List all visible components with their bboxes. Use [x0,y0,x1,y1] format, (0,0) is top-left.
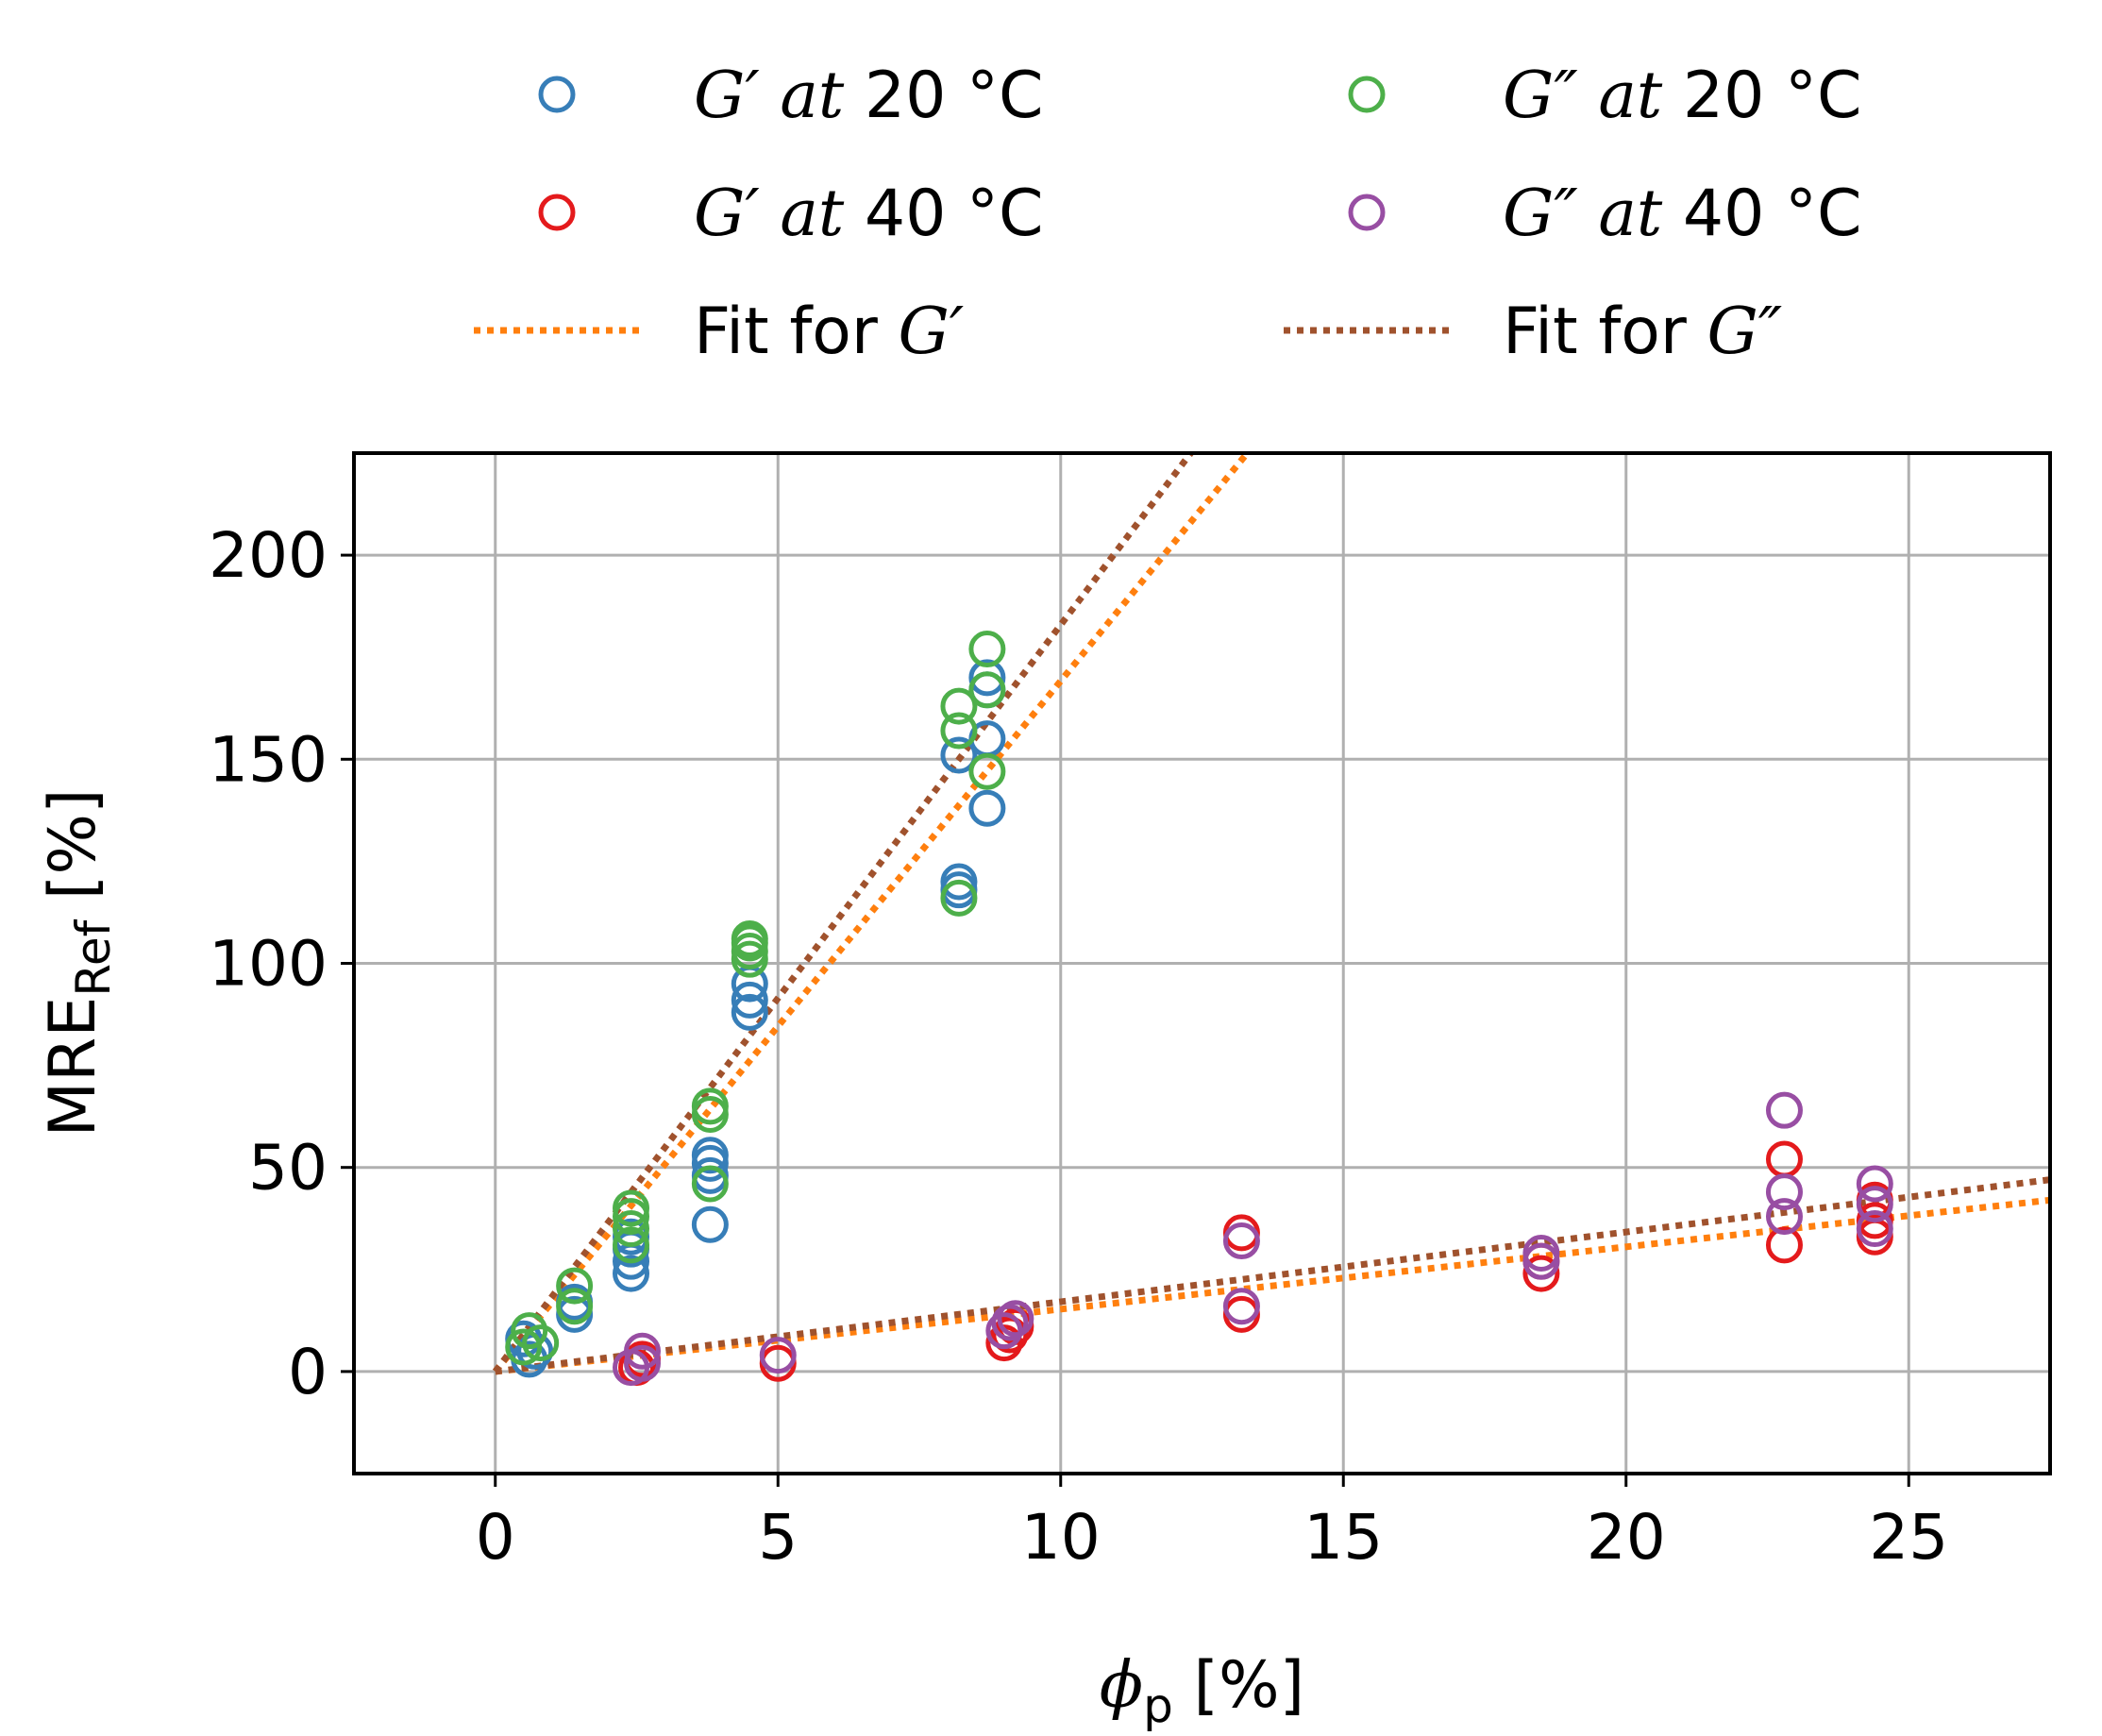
data-point [691,1087,729,1125]
data-point [1856,1210,1893,1248]
fit-line [493,453,1251,1374]
data-point [511,1312,548,1350]
data-point [940,736,978,774]
y-tick-label: 0 [288,1336,328,1408]
data-point [1765,1091,1803,1129]
y-tick-label: 200 [209,519,328,592]
data-point [556,1288,594,1325]
data-point [556,1267,594,1305]
legend-label: Fit for G′ [694,295,965,369]
data-point [968,789,1006,827]
grid [354,453,2050,1474]
legend-label-math: G′ at [694,59,845,133]
data-points [505,631,1893,1387]
data-point [613,1189,650,1227]
data-point [940,863,978,901]
data-point [623,1332,661,1370]
y-axis-subscript: Ref [66,919,121,996]
data-point [997,1300,1034,1338]
data-point [1856,1186,1893,1223]
legend-label: G′ at 40 °C [694,177,1044,251]
data-point [691,1205,729,1243]
data-point [623,1344,661,1382]
data-point [968,631,1006,668]
x-tick-label: 20 [1587,1501,1666,1574]
legend: G′ at 20 °C G″ at 20 °CG′ at 40 °C G″ at 4… [474,59,1861,369]
legend-label: G′ at 20 °C [694,59,1044,133]
x-axis-subscript: p [1143,1678,1173,1731]
legend-label-math: G′ [898,295,964,369]
fit-line [495,1196,2050,1375]
data-point [1522,1235,1560,1273]
legend-label: G″ at 40 °C [1503,177,1861,251]
legend-label-math: G″ at [1503,177,1663,251]
data-point [1222,1288,1260,1325]
y-axis-unit: [%] [36,788,110,919]
data-point [991,1316,1029,1354]
data-point [1765,1198,1803,1236]
x-tick-label: 15 [1303,1501,1383,1574]
data-point [968,671,1006,709]
data-point [940,879,978,917]
data-point [1765,1226,1803,1264]
fit-lines [492,453,2050,1375]
data-point [522,1324,560,1362]
data-point [691,1137,729,1174]
legend-marker [1348,194,1386,231]
data-point [731,920,768,958]
legend-label-text: Fit for [1503,295,1707,369]
legend-label-text: 40 °C [844,177,1043,251]
data-point [691,1165,729,1203]
data-point [613,1210,650,1248]
x-axis-title: ϕp [%] [1100,1648,1304,1731]
fit-line [495,1176,2050,1375]
legend-label-math: G′ at [694,177,845,251]
data-point [505,1328,543,1366]
x-tick-label: 0 [476,1501,515,1574]
y-tick-label: 150 [209,723,328,796]
x-axis-symbol: ϕ [1100,1648,1143,1723]
y-axis-title: MRERef [%] [36,788,121,1137]
data-point [940,712,978,750]
legend-label-text: Fit for [694,295,898,369]
legend-marker [538,194,576,231]
axis-ticks: 0 5 10 15 20 25 0 50 100 150 200 [209,519,1948,1574]
data-point [613,1255,650,1292]
x-axis-unit: [%] [1173,1648,1304,1723]
data-point [1856,1165,1893,1203]
data-point [1522,1255,1560,1292]
y-tick-label: 50 [248,1132,328,1205]
x-tick-label: 25 [1869,1501,1948,1574]
legend-label: G″ at 20 °C [1503,59,1861,133]
legend-label-math: G″ [1707,295,1782,369]
data-point [940,687,978,725]
data-point [1765,1140,1803,1178]
legend-label-math: G″ at [1503,59,1663,133]
data-point [968,752,1006,790]
y-axis-base: MRE [36,997,110,1138]
data-point [991,1304,1029,1341]
data-point [968,659,1006,697]
data-point [759,1337,797,1374]
legend-label-text: 40 °C [1662,177,1861,251]
data-point [1222,1222,1260,1260]
legend-label: Fit for G″ [1503,295,1782,369]
x-tick-label: 10 [1021,1501,1101,1574]
data-point [613,1226,650,1264]
data-point [1765,1173,1803,1211]
legend-marker [538,76,576,113]
legend-label-text: 20 °C [1662,59,1861,133]
legend-marker [1348,76,1386,113]
legend-label-text: 20 °C [844,59,1043,133]
data-point [985,1312,1023,1350]
x-tick-label: 5 [758,1501,798,1574]
axis-titles: ϕp [%]MRERef [%] [36,788,1304,1733]
data-point [731,993,768,1031]
fit-line [492,453,1194,1374]
y-tick-label: 100 [209,928,328,1001]
data-point [731,981,768,1019]
